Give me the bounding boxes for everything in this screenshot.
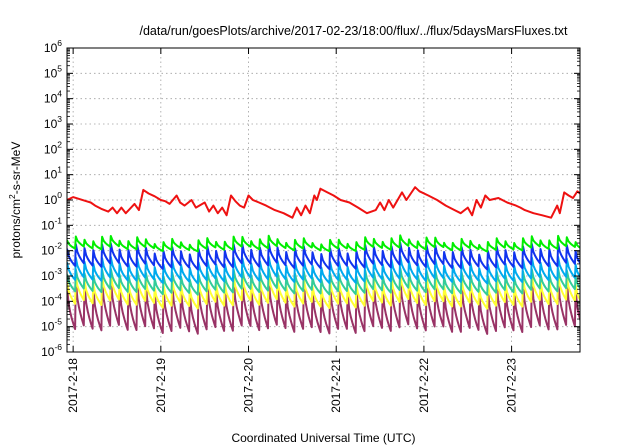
x-tick-label: 2017-2-21 [329,358,343,413]
y-tick-label: 10-4 [41,291,62,308]
y-tick-label: 105 [44,63,62,80]
y-tick-base: 10 [44,92,58,106]
x-tick-label: 2017-2-20 [242,358,256,413]
y-axis-label: protons/cm2-s-sr-MeV [7,142,23,259]
y-axis-label-part: 2 [7,194,17,199]
y-tick-label: 10-1 [41,215,62,232]
y-tick-label: 104 [44,89,62,106]
y-tick-label: 10-6 [41,342,62,359]
y-tick-base: 10 [41,269,55,283]
y-tick-base: 10 [44,41,58,55]
y-tick-base: 10 [44,193,58,207]
y-axis-label-part: protons/cm [9,199,23,258]
y-tick-exponent: -2 [54,241,62,251]
series-line [67,255,580,285]
y-tick-exponent: 2 [57,139,62,149]
y-tick-base: 10 [41,345,55,359]
y-tick-exponent: -4 [54,291,62,301]
y-tick-label: 106 [44,38,62,55]
y-tick-label: 103 [44,114,62,131]
series-line [67,234,580,253]
series-line [67,267,580,296]
y-tick-label: 100 [44,190,62,207]
y-tick-label: 10-5 [41,317,62,334]
x-tick-label: 2017-2-19 [154,358,168,413]
y-tick-exponent: -3 [54,266,62,276]
y-tick-exponent: 5 [57,63,62,73]
y-tick-label: 10-3 [41,266,62,283]
series-line [67,186,580,219]
y-tick-exponent: 4 [57,89,62,99]
chart-title: /data/run/goesPlots/archive/2017-02-23/1… [139,24,568,38]
y-tick-exponent: -5 [54,317,62,327]
x-axis-label: Coordinated Universal Time (UTC) [231,431,415,445]
y-tick-base: 10 [44,168,58,182]
y-tick-exponent: 3 [57,114,62,124]
y-tick-base: 10 [41,294,55,308]
y-tick-base: 10 [41,320,55,334]
x-tick-label: 2017-2-18 [66,358,80,413]
y-tick-exponent: 6 [57,38,62,48]
series-line [67,241,580,271]
y-tick-exponent: 0 [57,190,62,200]
y-tick-base: 10 [44,142,58,156]
y-axis-label-part: -s-sr-MeV [9,142,23,195]
y-tick-exponent: -6 [54,342,62,352]
y-tick-label: 10-2 [41,241,62,258]
y-tick-label: 102 [44,139,62,156]
y-tick-base: 10 [44,117,58,131]
y-tick-base: 10 [41,244,55,258]
y-tick-base: 10 [44,66,58,80]
y-tick-base: 10 [41,218,55,232]
x-tick-label: 2017-2-23 [505,358,519,413]
x-tick-label: 2017-2-22 [417,358,431,413]
series-group [67,186,580,335]
y-tick-exponent: 1 [57,165,62,175]
y-tick-label: 101 [44,165,62,182]
y-tick-exponent: -1 [54,215,62,225]
